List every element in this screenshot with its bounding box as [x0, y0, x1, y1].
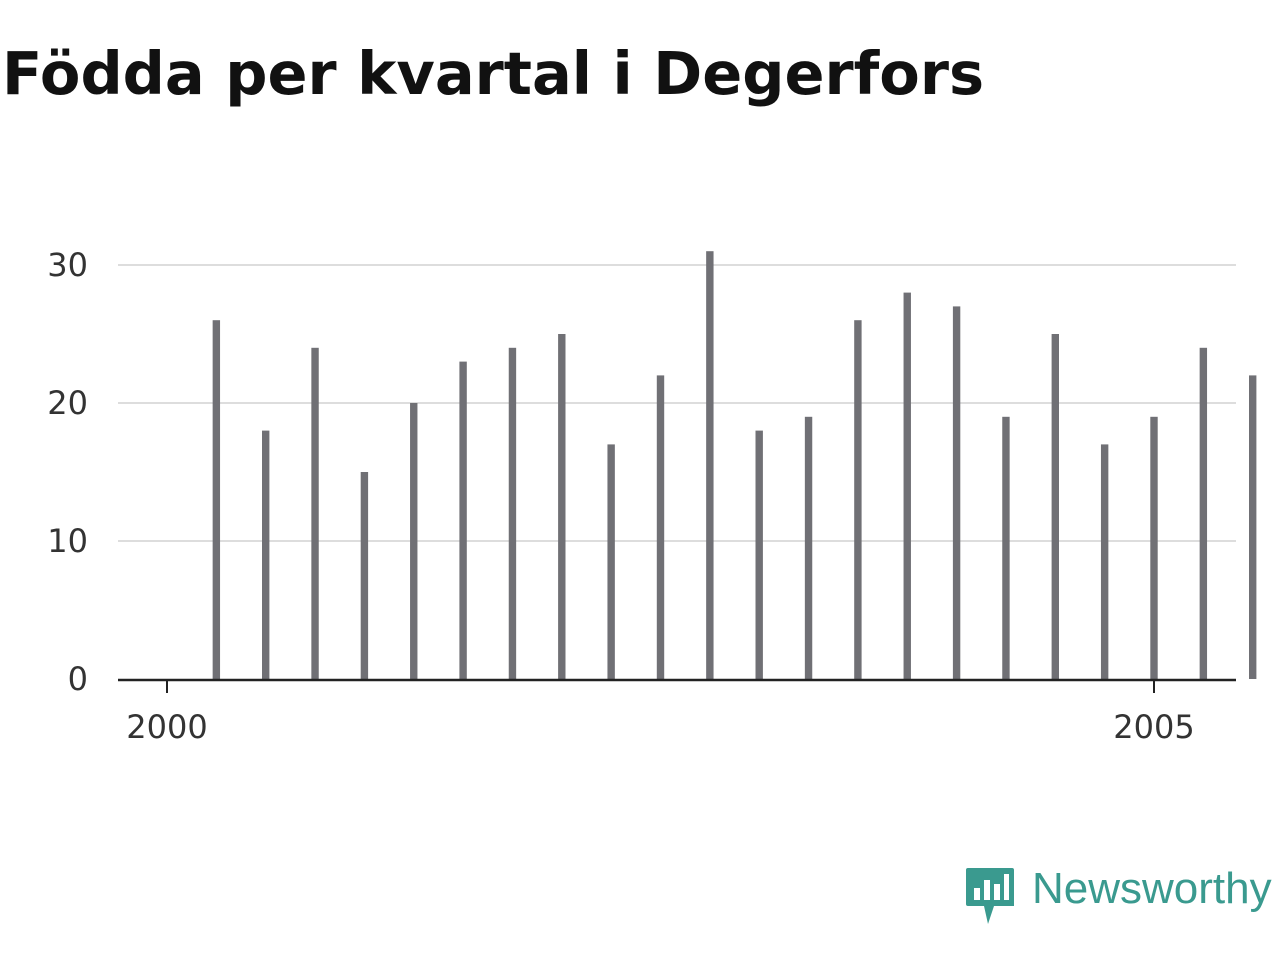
bar — [508, 347, 517, 679]
bar — [755, 430, 763, 679]
brand-name: Newsworthy — [1032, 864, 1272, 913]
chart-title: Födda per kvartal i Degerfors — [2, 39, 985, 108]
x-tick-label: 2000 — [126, 708, 207, 746]
bars — [212, 251, 1257, 679]
bar — [607, 444, 615, 679]
y-tick-label: 30 — [47, 246, 88, 284]
bar — [360, 472, 369, 679]
y-tick-label: 20 — [47, 384, 88, 422]
bar — [804, 416, 813, 679]
bar — [952, 306, 961, 679]
bar — [311, 347, 319, 679]
grid-lines — [118, 264, 1236, 542]
labels: 010203016200020052010201520202025 — [47, 246, 1194, 746]
bar — [262, 430, 270, 679]
bar — [1249, 375, 1257, 679]
bar — [706, 251, 714, 679]
bar — [558, 334, 566, 679]
bar — [854, 320, 862, 679]
bar — [656, 375, 665, 679]
bar — [410, 403, 418, 679]
bar — [212, 320, 221, 679]
bar — [1199, 347, 1208, 679]
bar — [1002, 416, 1010, 679]
brand-logo: Newsworthy — [964, 864, 1272, 926]
y-tick-label: 10 — [47, 522, 88, 560]
x-axis — [118, 678, 1236, 693]
bar — [1150, 416, 1158, 679]
bar — [459, 361, 467, 679]
bar — [1100, 444, 1109, 679]
x-tick-label: 2005 — [1113, 708, 1194, 746]
newsworthy-logo-icon — [966, 868, 1014, 924]
bar — [903, 292, 911, 679]
y-tick-label: 0 — [68, 660, 88, 698]
bar — [1051, 334, 1059, 679]
